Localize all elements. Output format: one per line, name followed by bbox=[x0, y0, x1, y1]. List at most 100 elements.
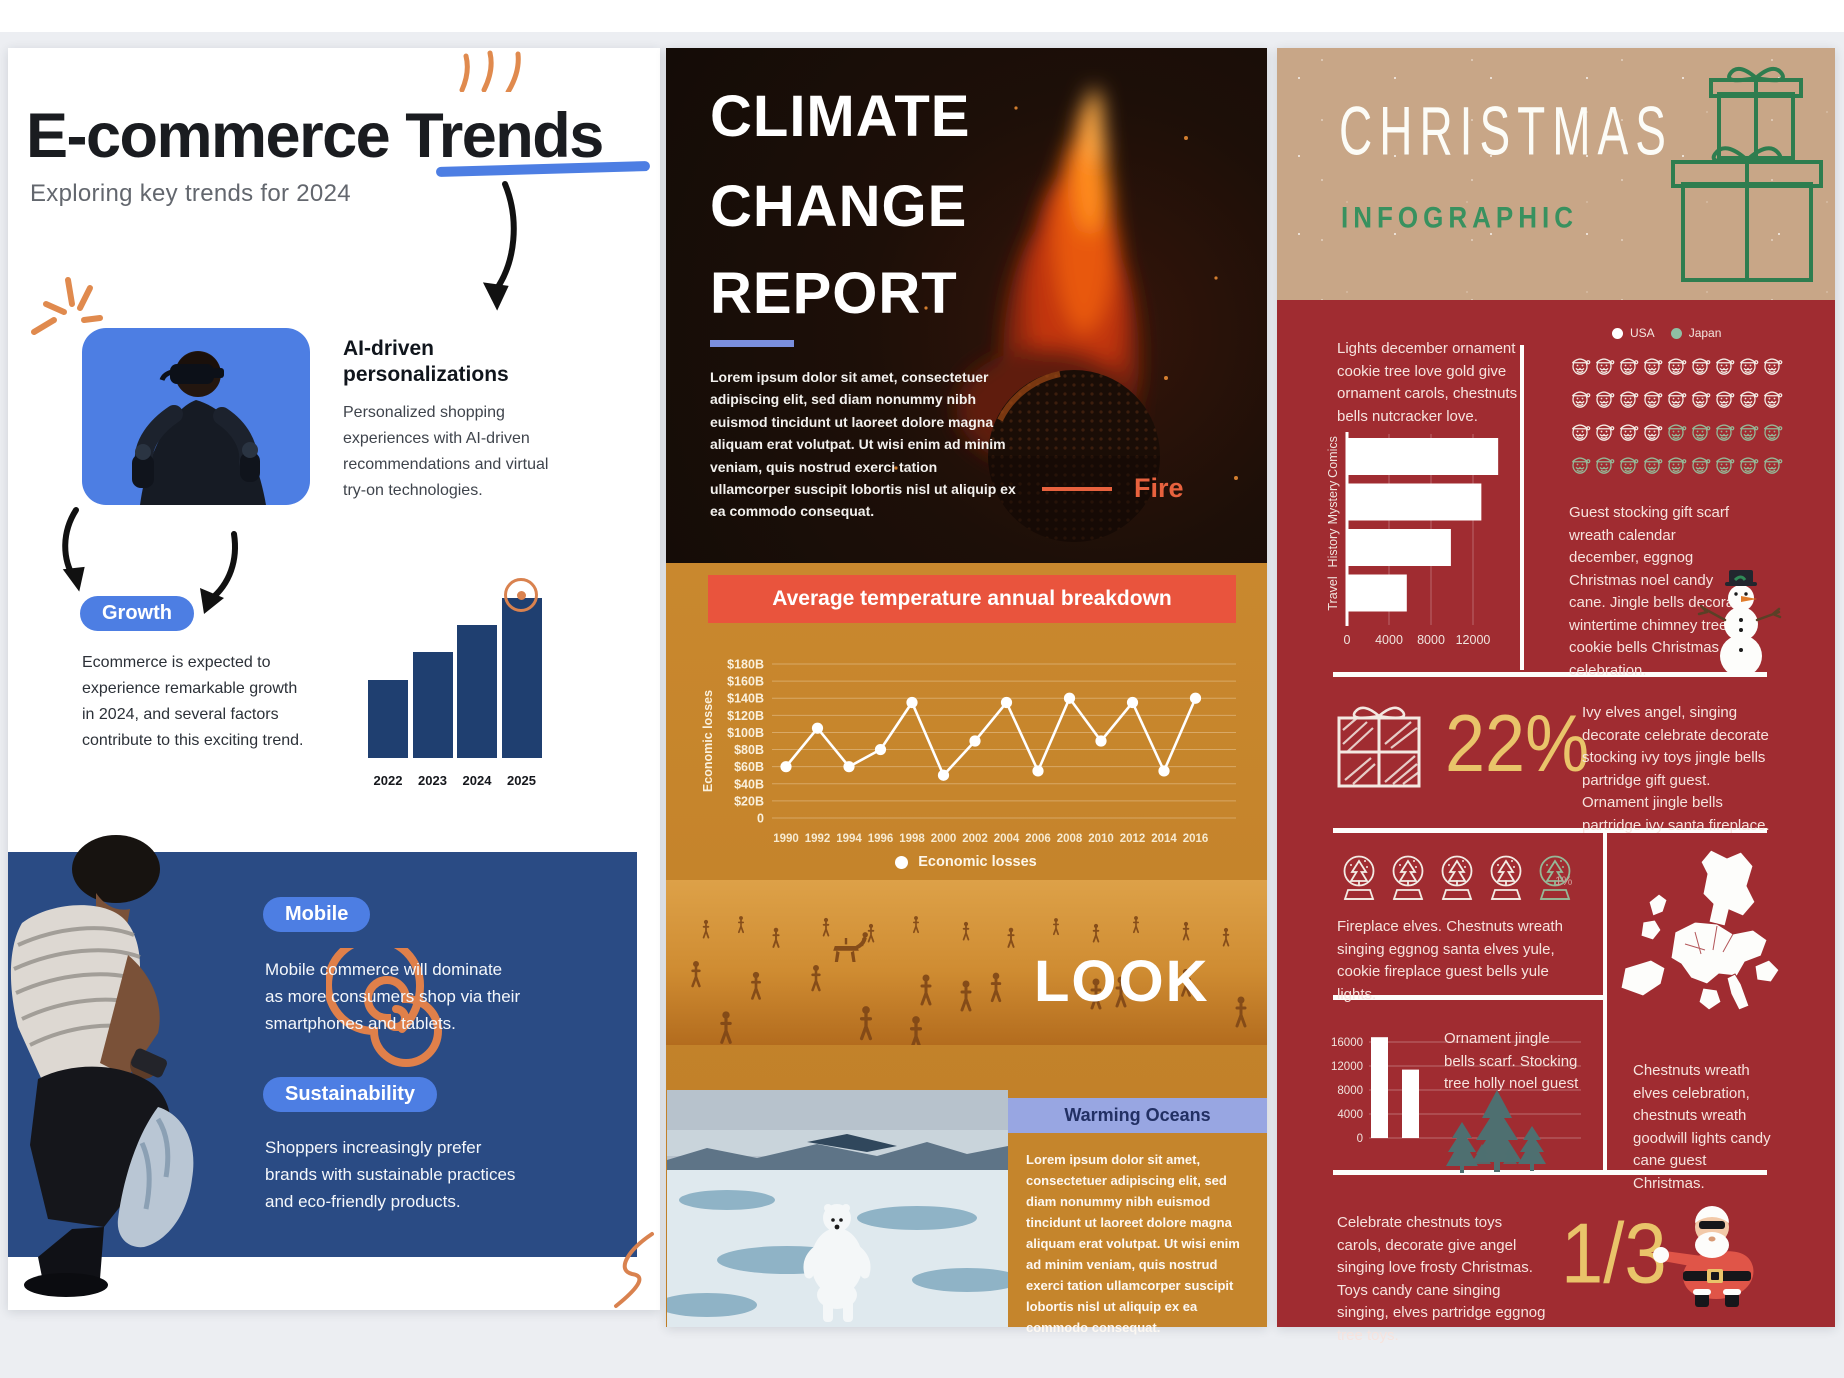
svg-text:$160B: $160B bbox=[727, 675, 764, 689]
chart-legend: Economic losses bbox=[816, 854, 1116, 870]
svg-text:$20B: $20B bbox=[734, 794, 764, 808]
gift-boxes-illustration-icon bbox=[1671, 66, 1823, 282]
svg-text:8000: 8000 bbox=[1337, 1085, 1363, 1097]
ai-driven-heading: AI-driven personalizations bbox=[343, 337, 509, 387]
svg-text:2006: 2006 bbox=[1025, 833, 1051, 845]
bar-year-label: 2022 bbox=[373, 773, 403, 788]
book-categories-bar-chart: 0 4000 8000 12000 Comics Mystery History Travel bbox=[1317, 428, 1587, 658]
europe-map-icon bbox=[1620, 849, 1780, 1011]
man-on-phone-photo bbox=[10, 835, 194, 1297]
vbar-chart-svg: 16000 12000 8000 4000 0 bbox=[1331, 1037, 1581, 1145]
svg-text:$120B: $120B bbox=[727, 709, 764, 723]
christmas-red-section: Lights december ornament cookie tree lov… bbox=[1277, 300, 1835, 1344]
svg-text:8000: 8000 bbox=[1417, 633, 1445, 647]
santa-icon bbox=[1689, 451, 1711, 477]
svg-text:2016: 2016 bbox=[1183, 833, 1209, 845]
fire-caption-line bbox=[1042, 486, 1112, 491]
poster-christmas-infographic[interactable]: CHRISTMAS INFOGRAPHIC Lights december or… bbox=[1277, 48, 1835, 1344]
climate-title-line2: CHANGE bbox=[710, 174, 968, 239]
santa-icon bbox=[1761, 451, 1783, 477]
beach-crowd-photo: LOOK bbox=[666, 880, 1267, 1045]
christmas-subtitle: INFOGRAPHIC bbox=[1341, 200, 1578, 235]
stat-one-third: 1/3 bbox=[1561, 1206, 1667, 1302]
svg-text:$180B: $180B bbox=[727, 658, 764, 672]
growth-body: Ecommerce is expected to experience rema… bbox=[82, 654, 304, 749]
svg-text:2000: 2000 bbox=[931, 833, 957, 845]
snowman-illustration-icon bbox=[1697, 570, 1782, 677]
curved-arrow-right-icon bbox=[200, 531, 238, 614]
pine-trees-icon bbox=[1446, 1090, 1546, 1173]
canvas-top-strip bbox=[0, 0, 1844, 32]
bar-year-label: 2024 bbox=[462, 773, 492, 788]
svg-text:$60B: $60B bbox=[734, 760, 764, 774]
santa-icon bbox=[1641, 385, 1663, 411]
climate-underline bbox=[710, 340, 794, 347]
warming-oceans-panel: Lorem ipsum dolor sit amet, consectetuer… bbox=[1008, 1133, 1267, 1335]
ornament-bar-chart: 16000 12000 8000 4000 0 bbox=[1325, 1018, 1585, 1168]
divider-horizontal-3 bbox=[1333, 995, 1603, 1000]
climate-intro-text: Lorem ipsum dolor sit amet, consectetuer… bbox=[710, 369, 1016, 520]
christmas-header-section: CHRISTMAS INFOGRAPHIC bbox=[1277, 48, 1835, 300]
ai-driven-body: Personalized shopping experiences with A… bbox=[343, 404, 549, 499]
svg-text:$40B: $40B bbox=[734, 777, 764, 791]
legend-dot-icon bbox=[895, 855, 909, 869]
santa-icon bbox=[1713, 451, 1735, 477]
page-title: E-commerce Trends bbox=[26, 101, 604, 171]
fire-caption-label: Fire bbox=[1134, 473, 1184, 503]
bar-2022 bbox=[368, 679, 408, 758]
santa-icon bbox=[1713, 418, 1735, 444]
svg-text:16000: 16000 bbox=[1331, 1037, 1363, 1049]
santa-pictogram-grid bbox=[1569, 352, 1785, 484]
polar-bear-photo bbox=[667, 1090, 1008, 1327]
svg-text:12000: 12000 bbox=[1456, 633, 1491, 647]
celebrate-body-text: Celebrate chestnuts toys carols, decorat… bbox=[1337, 1214, 1546, 1344]
curved-arrow-icon bbox=[482, 181, 517, 311]
svg-text:12000: 12000 bbox=[1331, 1061, 1363, 1073]
svg-text:0: 0 bbox=[757, 812, 764, 826]
santa-icon bbox=[1593, 451, 1615, 477]
svg-text:0: 0 bbox=[1344, 633, 1351, 647]
svg-text:History: History bbox=[1326, 528, 1340, 568]
santa-icon bbox=[1713, 385, 1735, 411]
svg-text:4000: 4000 bbox=[1375, 633, 1403, 647]
divider-vertical-1 bbox=[1520, 345, 1524, 670]
stat-22-percent: 22% bbox=[1445, 699, 1590, 789]
ivy-body-text: Ivy elves angel, singing decorate celebr… bbox=[1582, 704, 1770, 834]
santa-icon bbox=[1761, 352, 1783, 378]
santa-icon bbox=[1569, 451, 1591, 477]
warming-oceans-title: Warming Oceans bbox=[1064, 1105, 1211, 1125]
santa-icon bbox=[1593, 418, 1615, 444]
warming-oceans-body: Lorem ipsum dolor sit amet, consectetuer… bbox=[1026, 1152, 1240, 1336]
snow-globe-icon bbox=[1339, 852, 1379, 904]
santa-icon bbox=[1593, 352, 1615, 378]
starburst-decoration-icon bbox=[31, 277, 103, 335]
japan-dot-icon bbox=[1670, 327, 1682, 339]
page-subtitle: Exploring key trends for 2024 bbox=[30, 180, 351, 207]
snow-globe-pictogram bbox=[1339, 852, 1575, 904]
svg-text:1990: 1990 bbox=[773, 833, 799, 845]
santa-icon bbox=[1617, 451, 1639, 477]
arc-lines-decoration-icon bbox=[459, 50, 521, 92]
santa-icon bbox=[1617, 352, 1639, 378]
svg-text:2004: 2004 bbox=[994, 833, 1020, 845]
fireplace-body-text: Fireplace elves. Chestnuts wreath singin… bbox=[1337, 918, 1563, 1003]
santa-icon bbox=[1665, 418, 1687, 444]
poster-climate-change-report[interactable]: CLIMATE CHANGE REPORT Lorem ipsum dolor … bbox=[666, 48, 1267, 1335]
svg-text:$80B: $80B bbox=[734, 743, 764, 757]
highlight-ring-icon bbox=[504, 578, 538, 612]
santa-icon bbox=[1713, 352, 1735, 378]
santa-icon bbox=[1641, 352, 1663, 378]
divider-vertical-2 bbox=[1603, 833, 1607, 1170]
svg-text:2012: 2012 bbox=[1120, 833, 1146, 845]
santa-icon bbox=[1665, 352, 1687, 378]
svg-text:Economic losses: Economic losses bbox=[701, 690, 715, 792]
climate-header-section: CLIMATE CHANGE REPORT Lorem ipsum dolor … bbox=[666, 48, 1267, 563]
svg-text:2014: 2014 bbox=[1151, 833, 1177, 845]
santa-icon bbox=[1569, 352, 1591, 378]
legend-japan: Japan bbox=[1670, 326, 1721, 340]
divider-horizontal-2 bbox=[1333, 828, 1767, 833]
legend-usa: USA bbox=[1612, 326, 1655, 340]
poster-ecommerce-trends[interactable]: E-commerce Trends Exploring key trends f… bbox=[8, 48, 660, 1310]
christmas-title: CHRISTMAS bbox=[1339, 91, 1673, 170]
ornament-body-text: Ornament jingle bells scarf. Stocking tr… bbox=[1444, 1030, 1579, 1092]
